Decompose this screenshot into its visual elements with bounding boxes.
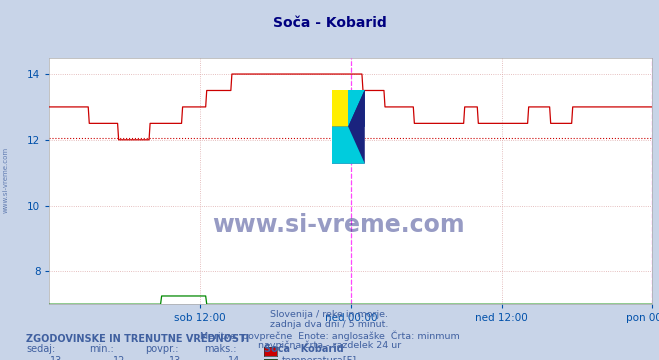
Text: www.si-vreme.com: www.si-vreme.com [2,147,9,213]
Text: ZGODOVINSKE IN TRENUTNE VREDNOSTI: ZGODOVINSKE IN TRENUTNE VREDNOSTI [26,334,250,344]
Text: Soča - Kobarid: Soča - Kobarid [264,344,343,354]
Text: 12: 12 [113,356,125,360]
Text: www.si-vreme.com: www.si-vreme.com [213,213,465,237]
Text: navpična črta - razdelek 24 ur: navpična črta - razdelek 24 ur [258,341,401,350]
Text: sedaj:: sedaj: [26,344,55,354]
Text: min.:: min.: [89,344,114,354]
Text: Soča - Kobarid: Soča - Kobarid [273,16,386,30]
Text: Meritve: povprečne  Enote: anglosaške  Črta: minmum: Meritve: povprečne Enote: anglosaške Črt… [200,330,459,341]
Text: povpr.:: povpr.: [145,344,179,354]
Text: Slovenija / reke in morje.: Slovenija / reke in morje. [270,310,389,319]
Text: temperatura[F]: temperatura[F] [281,356,357,360]
Text: maks.:: maks.: [204,344,237,354]
Text: 13: 13 [169,356,181,360]
Text: 14: 14 [228,356,241,360]
Text: 13: 13 [50,356,63,360]
Text: zadnja dva dni / 5 minut.: zadnja dva dni / 5 minut. [270,320,389,329]
